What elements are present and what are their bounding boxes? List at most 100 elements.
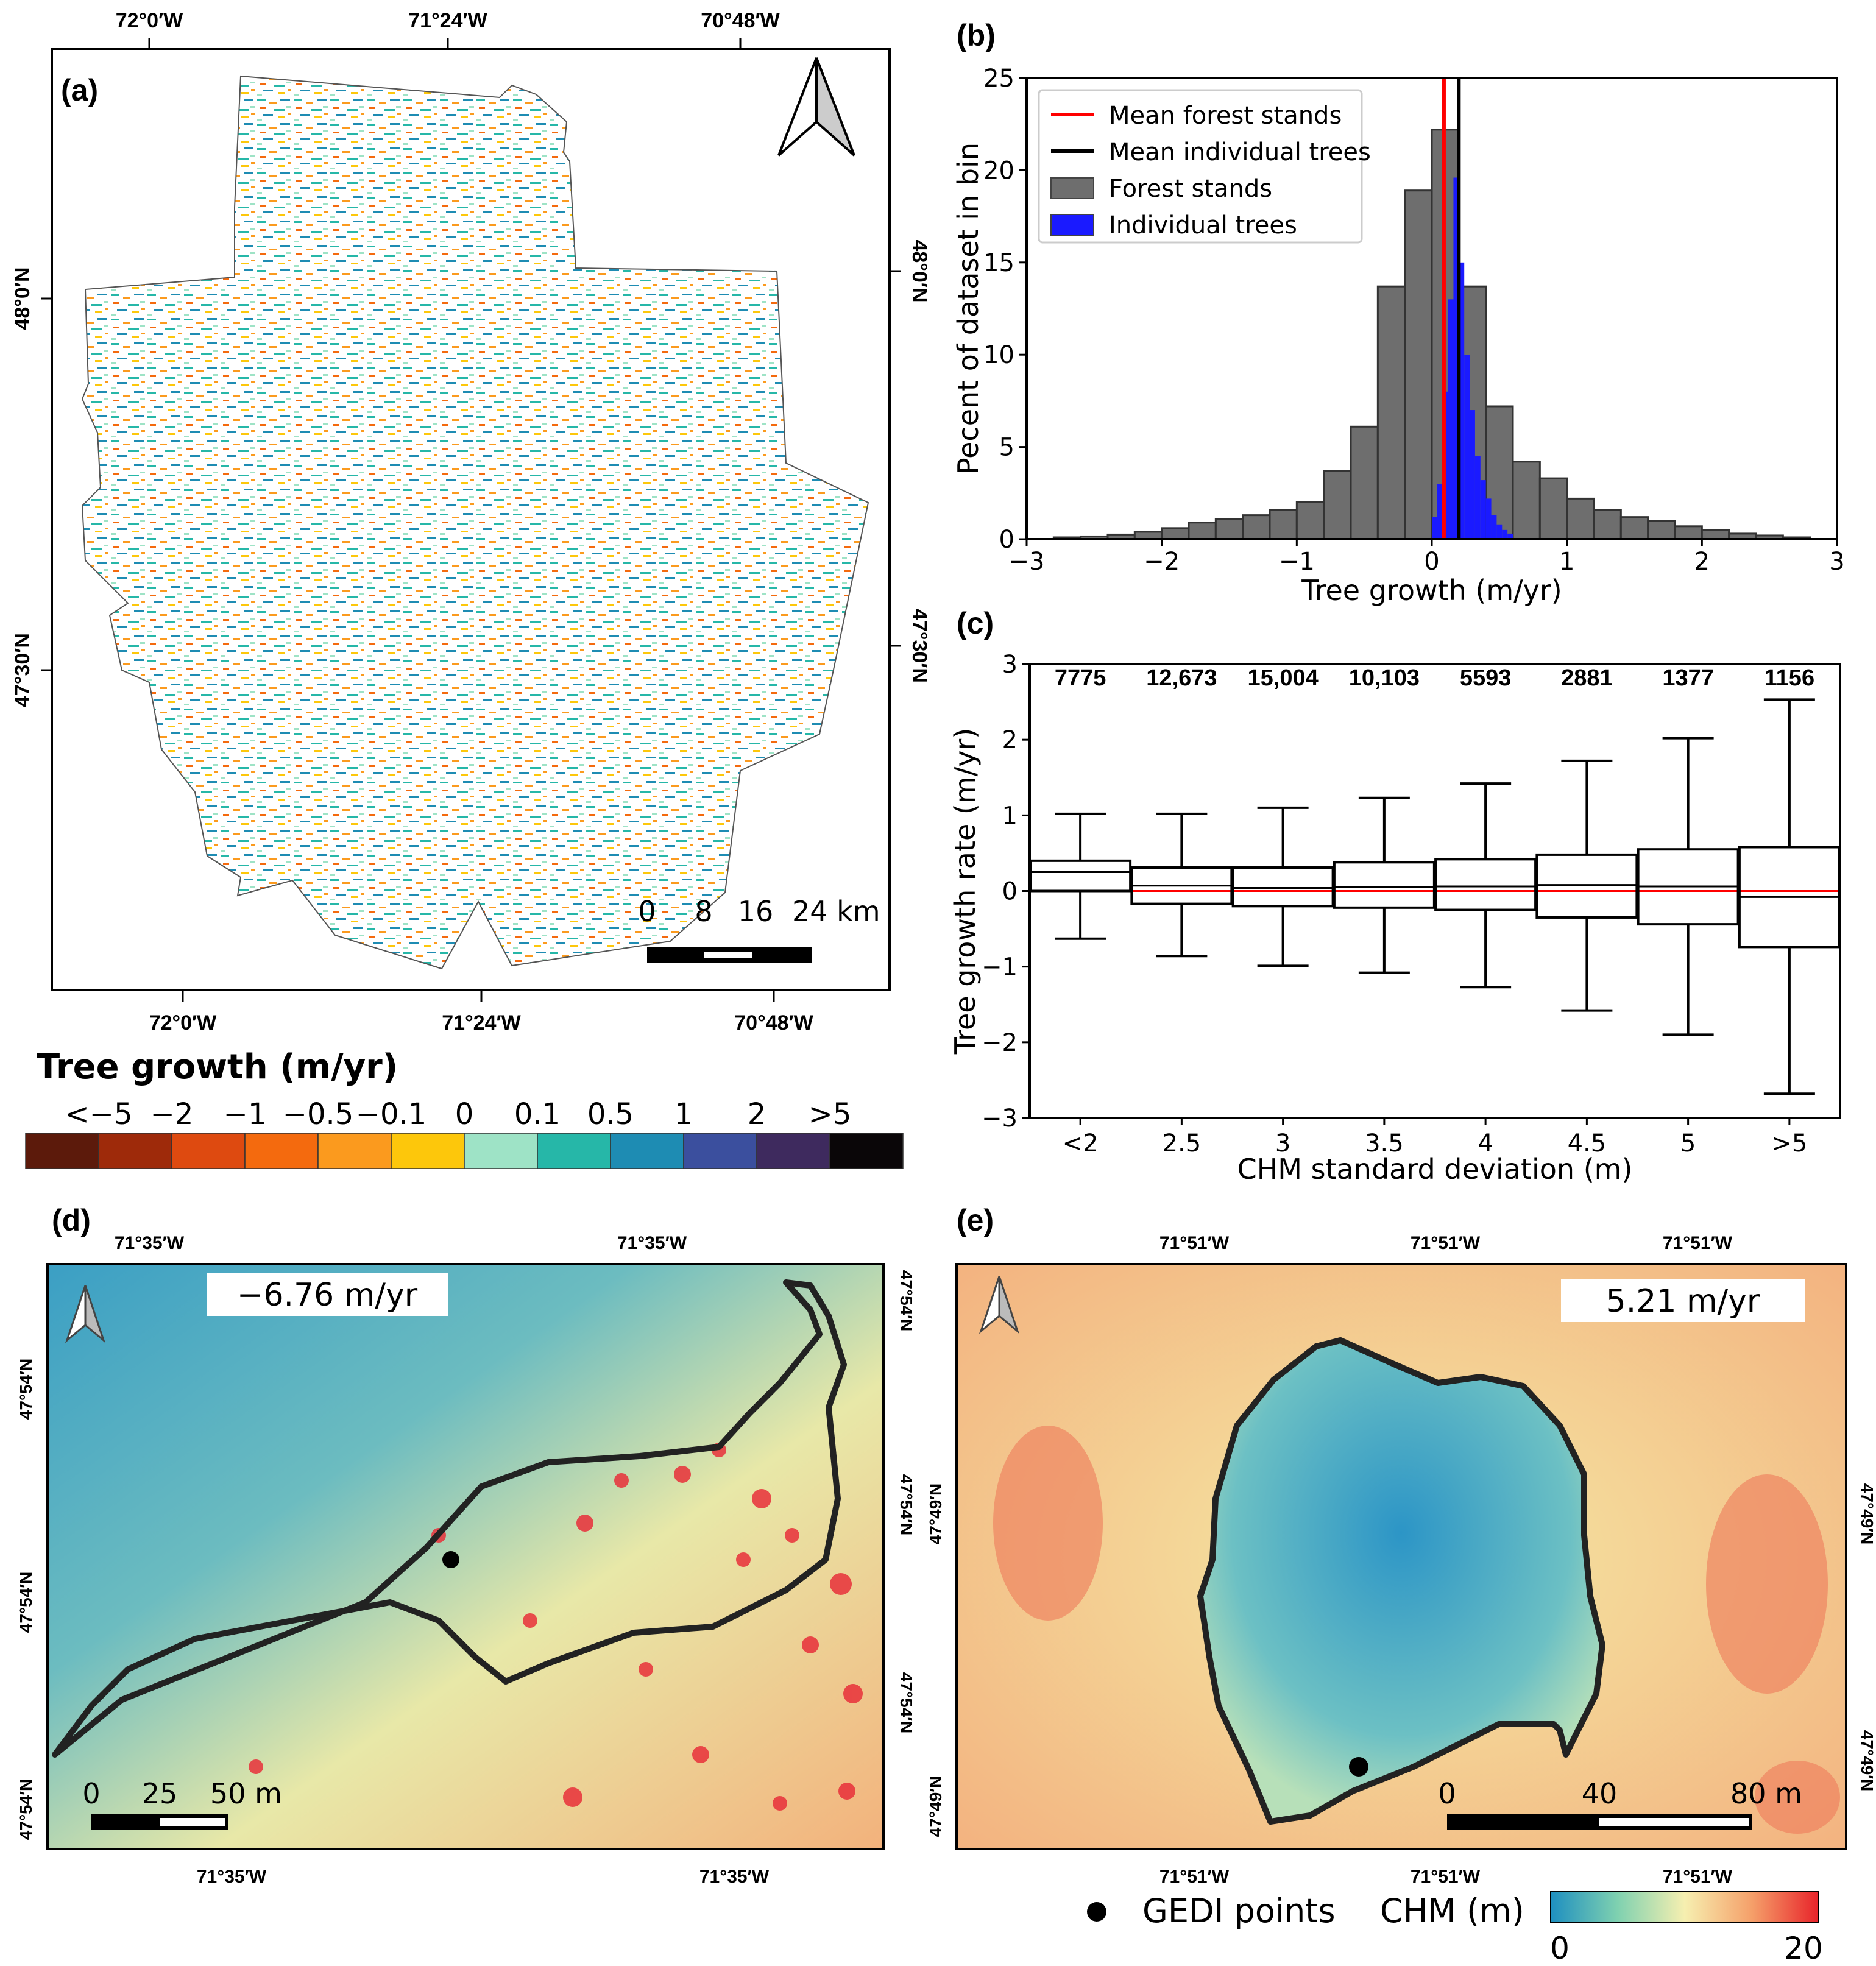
growth-annotation-d: −6.76 m/yr	[237, 1277, 418, 1314]
study-area-map	[81, 75, 869, 970]
colorbar-swatch	[171, 1133, 246, 1169]
x-tick-label: 3	[1275, 1130, 1290, 1158]
colorbar-tick-label: 0.1	[514, 1097, 561, 1131]
individual-trees-bar	[1448, 299, 1454, 539]
x-tick-label: >5	[1771, 1130, 1807, 1158]
left-lat-tick: 47°30′N	[11, 633, 34, 707]
panel-d-label: (d)	[52, 1203, 91, 1237]
x-axis-label: CHM standard deviation (m)	[1237, 1153, 1633, 1186]
forest-stands-bar	[1647, 520, 1676, 540]
colorbar-swatch	[756, 1133, 830, 1169]
svg-text:0: 0	[82, 1777, 100, 1810]
legend-box	[1038, 89, 1363, 244]
right-lat-tick: 48°0′N	[908, 239, 931, 302]
svg-text:50 m: 50 m	[210, 1777, 282, 1810]
colorbar-tick-label: −2	[150, 1097, 194, 1131]
colorbar-tick-label: −0.1	[356, 1097, 427, 1131]
legend-label: Individual trees	[1109, 211, 1297, 239]
panel-c: (c) 7775 <2 12,673 2.5 15,004 3 10,103 3.5 5593 4…	[949, 606, 1841, 1186]
gedi-point	[442, 1551, 459, 1568]
svg-text:80 m: 80 m	[1730, 1777, 1802, 1810]
bottom-lon-tick: 71°51′W	[1159, 1867, 1230, 1887]
forest-stands-bar	[1701, 529, 1730, 540]
x-tick-label: <2	[1063, 1130, 1099, 1158]
y-tick-label: 1	[1002, 802, 1018, 830]
x-tick-label: −2	[1144, 548, 1180, 576]
colorbar-tick-label: 0.5	[587, 1097, 634, 1131]
iqr-box	[1231, 866, 1334, 908]
left-lat-tick: 47°54′N	[16, 1359, 35, 1420]
panel-e: (e) 5.21 m/yr 0 40 80 m 71°51′W 71°51′W …	[926, 1203, 1876, 1887]
sample-count-label: 2881	[1561, 665, 1613, 691]
forest-stands-bar	[1295, 501, 1325, 540]
bottom-lon-tick: 71°35′W	[197, 1867, 267, 1887]
iqr-box	[1434, 858, 1537, 911]
forest-stands-bar	[1188, 522, 1217, 540]
top-lon-tick: 71°51′W	[1159, 1233, 1230, 1253]
north-arrow-icon	[777, 57, 855, 157]
colorbar-swatch	[610, 1133, 684, 1169]
individual-trees-bar	[1491, 515, 1497, 539]
top-lon-tick: 71°51′W	[1663, 1233, 1733, 1253]
forest-stands-bar	[1674, 525, 1703, 540]
individual-trees-bar	[1437, 484, 1443, 539]
chm-min-label: 0	[1550, 1931, 1570, 1966]
panel-c-label: (c)	[957, 606, 994, 640]
forest-stands-bar	[1350, 425, 1379, 540]
svg-text:24 km: 24 km	[792, 895, 880, 928]
right-lat-tick: 47°54′N	[897, 1672, 916, 1733]
svg-text:40: 40	[1582, 1777, 1618, 1810]
iqr-box	[1029, 859, 1132, 893]
x-tick-label: 4	[1478, 1130, 1493, 1158]
panel-a: (a) 72°0′W 71°24′W 70°48′W 72°0′W 71°24′…	[11, 9, 931, 1034]
y-tick-label: 15	[983, 249, 1014, 277]
colorbar-swatch	[683, 1133, 757, 1169]
y-axis-label: Pecent of dataset in bin	[952, 143, 985, 475]
y-tick-label: 25	[983, 65, 1014, 93]
x-tick-label: 4.5	[1568, 1130, 1607, 1158]
sample-count-label: 1377	[1662, 665, 1714, 691]
y-axis-label: Tree growth rate (m/yr)	[949, 728, 982, 1055]
forest-stands-bar	[1214, 518, 1244, 540]
forest-stands-bar	[1538, 477, 1568, 540]
gedi-legend-marker	[1087, 1902, 1106, 1922]
right-lat-tick: 47°49′N	[1858, 1483, 1876, 1544]
red-edge-patches	[993, 1426, 1840, 1834]
x-tick-label: 0	[1424, 548, 1439, 576]
svg-text:25: 25	[142, 1777, 178, 1810]
stand-outline-d	[52, 1279, 847, 1758]
colorbar-swatch	[391, 1133, 465, 1169]
individual-trees-bar	[1464, 355, 1470, 539]
y-tick-label: 5	[999, 434, 1014, 462]
bottom-lon-tick: 71°35′W	[699, 1867, 770, 1887]
gedi-point	[1349, 1757, 1368, 1777]
bottom-lon-tick: 71°24′W	[442, 1011, 521, 1034]
x-tick-label: 2	[1694, 548, 1710, 576]
chm-map-d	[46, 1263, 885, 1850]
top-lon-tick: 71°24′W	[408, 9, 487, 32]
svg-text:8: 8	[695, 895, 712, 928]
scale-bar-e: 0 40 80 m	[1438, 1777, 1802, 1830]
x-tick-label: 2.5	[1163, 1130, 1202, 1158]
individual-trees-bar	[1480, 480, 1486, 539]
left-lat-tick: 48°0′N	[11, 267, 34, 330]
colorbar-swatch	[25, 1133, 99, 1169]
top-lon-tick: 71°35′W	[115, 1233, 185, 1253]
sample-count-label: 15,004	[1248, 665, 1319, 691]
colorbar-tick-label: −0.5	[283, 1097, 354, 1131]
colorbar-tick-label: 2	[748, 1097, 766, 1131]
y-tick-label: 10	[983, 341, 1014, 369]
forest-stands-bar	[1566, 497, 1595, 540]
left-lat-tick: 47°54′N	[16, 1572, 35, 1633]
colorbar-swatch	[98, 1133, 172, 1169]
colorbar-title: Tree growth (m/yr)	[37, 1047, 398, 1087]
individual-trees-bar	[1459, 262, 1465, 539]
iqr-box	[1535, 853, 1638, 919]
left-lat-tick: 47°49′N	[926, 1776, 945, 1837]
sample-count-label: 10,103	[1349, 665, 1420, 691]
bottom-lon-tick: 70°48′W	[734, 1011, 813, 1034]
x-tick-label: 1	[1559, 548, 1574, 576]
chm-max-label: 20	[1784, 1931, 1823, 1966]
legend-label: Mean forest stands	[1109, 102, 1342, 130]
sample-count-label: 1156	[1765, 665, 1814, 691]
